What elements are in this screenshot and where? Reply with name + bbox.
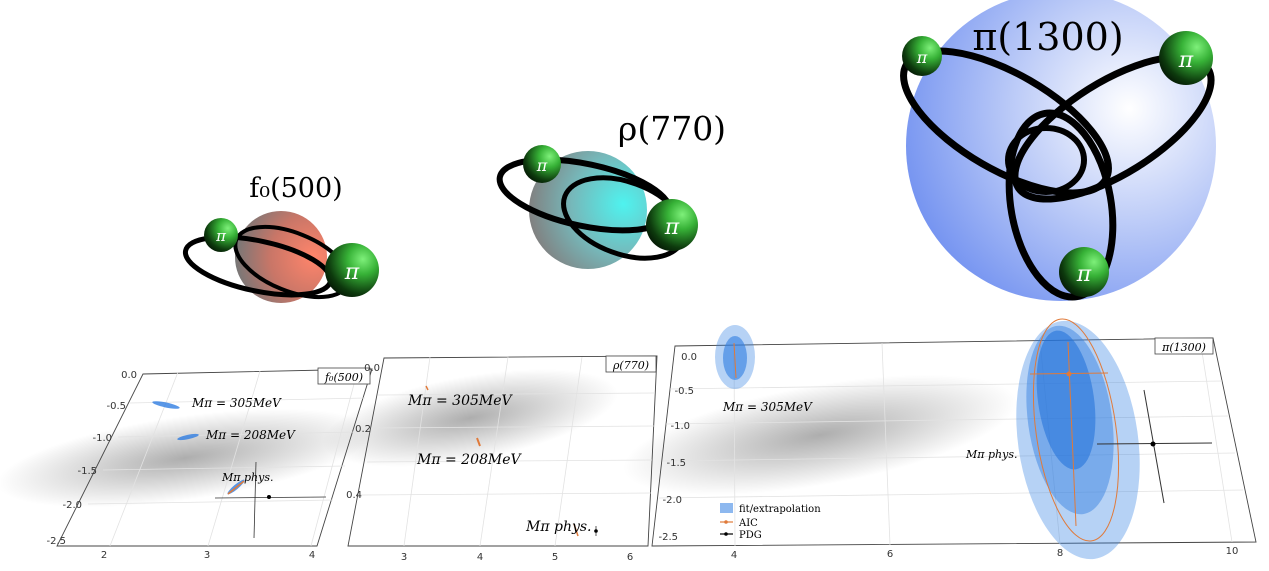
mass-annotation: Mπ = 305MeV [407,393,514,409]
pi1300-floor-shadow [622,374,1018,496]
f0-resonance-label: f₀(500) [249,173,342,204]
legend: fit/extrapolation AIC PDG [720,503,821,541]
aic-point [1066,371,1072,377]
pdg-point [1150,441,1156,447]
pdg-point [267,495,271,499]
pion-label: π [1076,262,1092,287]
mass-annotation: Mπ phys. [221,471,273,484]
pion-label: π [536,156,548,175]
y-tick: -1.0 [92,433,112,444]
pion-label: π [1178,48,1194,73]
pi1300-orbit-inner [1005,125,1087,195]
panel-tag-box [1154,337,1214,355]
mass-annotation: Mπ phys. [525,519,592,535]
y-tick: -1.5 [77,466,97,477]
y-tick: -1.0 [670,421,690,432]
y-tick: 0.0 [121,370,137,381]
pi1300-plot-panel: π(1300) 0.0 -0.5 -1.0 -1.5 -2.0 -2.5 4 6… [651,318,1257,561]
pion-label: π [664,215,680,240]
y-tick: -0.5 [674,386,694,397]
legend-marker-pdg [724,532,728,536]
x-tick: 3 [204,550,210,561]
x-tick: 4 [477,552,483,563]
aic-band [425,385,429,391]
panel-tag: ρ(770) [612,359,649,372]
fit-blob [177,433,199,441]
legend-marker-aic [724,520,728,524]
x-tick: 6 [887,549,893,560]
f0-resonance-group: π π f₀(500) [182,173,379,303]
pdg-yerr [1143,389,1165,504]
mass-annotation: Mπ = 208MeV [416,452,523,468]
aic-band [733,342,737,379]
x-tick: 2 [101,550,107,561]
panel-frame [651,337,1257,547]
x-tick: 8 [1057,548,1063,559]
mass-annotation: Mπ = 208MeV [205,428,296,442]
legend-label: AIC [738,518,758,529]
x-tick: 5 [552,552,558,563]
aic-band [573,523,579,537]
pion-label: π [215,227,227,245]
legend-label: fit/extrapolation [739,504,821,515]
pi1300-core-sphere [906,0,1216,301]
y-tick: -1.5 [666,458,686,469]
x-tick: 4 [731,550,737,561]
aic-band [476,437,481,447]
pion-sphere [523,145,561,183]
pion-sphere [325,243,379,297]
legend-label: PDG [739,530,762,541]
panel-tag: π(1300) [1161,341,1206,354]
x-tick: 6 [627,552,633,563]
y-tick: 0.4 [346,490,362,501]
y-tick: -2.5 [46,536,66,547]
y-tick: -2.0 [62,500,82,511]
f0-floor-shadow [0,408,374,508]
x-tick: 4 [309,550,315,561]
pi1300-resonance-group: π π π π(1300) [900,0,1216,301]
pion-label: π [344,260,360,285]
pdg-yerr [253,461,257,539]
x-tick: 3 [401,552,407,563]
rho-plot-panel: ρ(770) 0.0 0.2 0.4 3 4 5 6 Mπ = 305MeV M… [346,355,658,563]
pion-label: π [916,48,928,67]
panel-frame [347,355,658,547]
pion-sphere [902,36,942,76]
y-tick: -2.5 [658,532,678,543]
rho-resonance-group: π π ρ(770) [496,109,726,269]
pion-sphere [204,218,238,252]
pion-sphere [646,199,698,251]
y-tick: -2.0 [662,495,682,506]
pi1300-orbit-3 [1005,109,1117,301]
aic-band [1032,318,1120,542]
panel-tag: f₀(500) [324,371,363,384]
x-tick: 10 [1226,546,1239,557]
panel-tag-box [317,367,371,385]
legend-swatch-fit [720,503,733,513]
y-tick: 0.0 [681,352,697,363]
fit-blob [152,401,180,409]
mass-annotation: Mπ = 305MeV [722,400,813,414]
pdg-point [594,529,598,533]
y-tick: -0.5 [106,401,126,412]
rho-resonance-label: ρ(770) [618,109,726,148]
pion-sphere [1159,31,1213,85]
mass-annotation: Mπ phys. [965,448,1017,461]
pion-sphere [1059,247,1109,297]
panel-tag-box [605,355,657,373]
mass-annotation: Mπ = 305MeV [191,396,282,410]
fit-region [1036,330,1096,470]
y-tick: 0.2 [355,424,371,435]
panel-frame [56,368,373,547]
y-tick: 0.0 [364,363,380,374]
pi1300-resonance-label: π(1300) [972,15,1123,59]
f0-plot-panel: f₀(500) 0.0 -0.5 -1.0 -1.5 -2.0 -2.5 2 3… [46,367,373,561]
aic-band [227,480,245,495]
